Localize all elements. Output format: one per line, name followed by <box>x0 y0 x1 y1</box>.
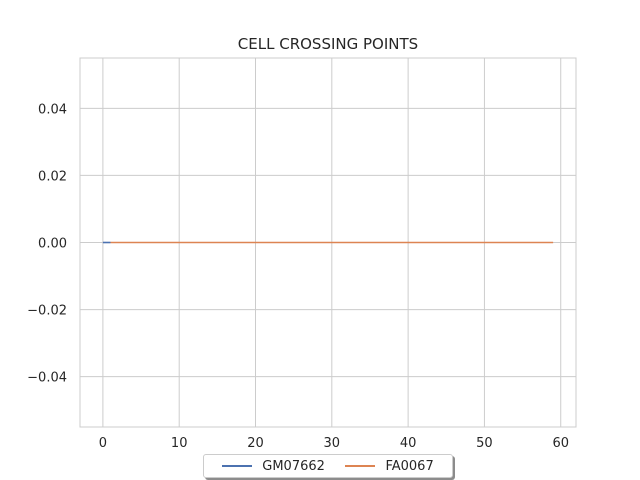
x-tick-label: 60 <box>552 436 569 451</box>
legend-swatch-fa0067 <box>345 465 376 467</box>
y-tick-label: 0.02 <box>38 169 67 184</box>
legend-label-gm07662: GM07662 <box>262 458 325 474</box>
x-tick-label: 0 <box>99 436 107 451</box>
y-tick-label: −0.02 <box>27 304 67 319</box>
y-tick-label: 0.04 <box>38 102 67 117</box>
plot-frame <box>79 57 577 428</box>
legend-entry-fa0067: FA0067 <box>345 458 434 474</box>
legend-entry-gm07662: GM07662 <box>222 459 325 474</box>
x-tick-label: 10 <box>171 436 188 451</box>
x-tick-label: 20 <box>247 436 264 451</box>
legend-swatch-gm07662 <box>222 465 253 467</box>
y-tick-label: −0.04 <box>27 371 67 386</box>
legend-label-fa0067: FA0067 <box>385 458 434 474</box>
chart-title: CELL CROSSING POINTS <box>238 35 418 53</box>
x-tick-label: 50 <box>476 436 493 451</box>
tick-labels: 0 10 20 30 40 50 60 0.04 0.02 0.00 −0.02 −0.04 <box>27 102 569 451</box>
y-tick-label: 0.00 <box>38 237 67 252</box>
x-tick-label: 40 <box>400 436 417 451</box>
x-tick-label: 30 <box>324 436 341 451</box>
legend: GM07662 FA0067 <box>203 454 453 478</box>
